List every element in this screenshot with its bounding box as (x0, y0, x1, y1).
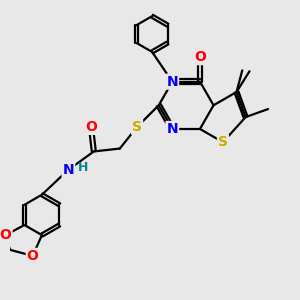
Text: N: N (167, 75, 178, 88)
Text: N: N (167, 122, 178, 136)
Text: O: O (85, 120, 97, 134)
Text: O: O (0, 228, 12, 242)
Text: N: N (63, 163, 74, 177)
Text: O: O (194, 50, 206, 64)
Text: O: O (27, 249, 39, 263)
Text: S: S (218, 135, 228, 149)
Text: S: S (132, 120, 142, 134)
Text: H: H (78, 161, 88, 174)
